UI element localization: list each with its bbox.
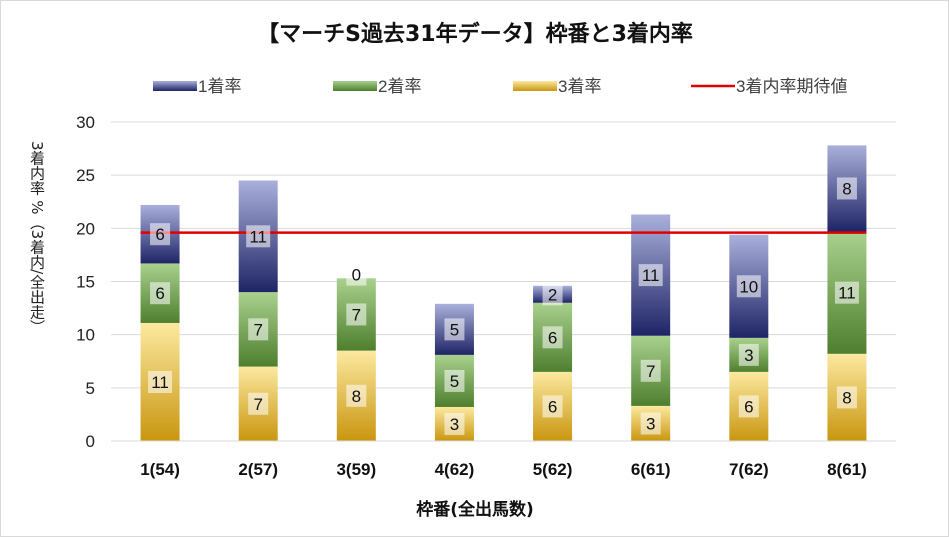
data-label: 11 [151, 373, 169, 392]
data-label: 6 [744, 397, 753, 416]
legend: 1着率 2着率 3着率 3着内率期待値 [153, 77, 847, 96]
data-label-box [346, 384, 367, 407]
x-tick-label: 8(61) [827, 460, 867, 479]
data-label-box [346, 303, 367, 326]
data-label-box [248, 318, 269, 341]
data-label: 3 [450, 415, 459, 434]
y-axis-label: 3着内率 %（3着内/全出走） [28, 141, 46, 334]
legend-label: 3着率 [558, 77, 601, 96]
data-label-box [150, 282, 171, 305]
data-label-box [542, 326, 563, 349]
data-label: 6 [155, 284, 164, 303]
y-tick-label: 5 [86, 379, 95, 398]
y-tick-label: 30 [76, 113, 95, 132]
x-tick-label: 4(62) [435, 460, 475, 479]
data-label-box [638, 264, 663, 287]
legend-label: 3着内率期待値 [736, 77, 847, 96]
data-label-box [246, 225, 271, 248]
y-axis: 0 5 10 15 20 25 30 [76, 113, 95, 451]
x-tick-label: 7(62) [729, 460, 769, 479]
data-label: 5 [450, 372, 459, 391]
x-tick-label: 2(57) [238, 460, 278, 479]
data-label: 7 [253, 395, 262, 414]
x-tick-label: 5(62) [533, 460, 573, 479]
data-label: 11 [249, 227, 267, 246]
y-tick-label: 0 [86, 432, 95, 451]
data-label-box [836, 386, 857, 409]
data-label-box [640, 359, 661, 382]
data-label-box [542, 283, 563, 306]
data-label: 8 [842, 179, 851, 198]
data-label-box [346, 263, 367, 286]
data-label: 3 [744, 346, 753, 365]
data-labels: 11 6 6 7 7 11 8 7 0 3 5 5 6 6 2 3 7 11 6 3 10 8 11 8 [148, 177, 859, 435]
data-label: 6 [155, 225, 164, 244]
data-label: 6 [548, 328, 557, 347]
legend-swatch [513, 81, 557, 91]
data-label: 11 [642, 266, 660, 285]
y-tick-label: 20 [76, 219, 95, 238]
data-label: 3 [646, 414, 655, 433]
y-tick-label: 10 [76, 326, 95, 345]
data-label: 8 [352, 387, 361, 406]
data-label-box [738, 395, 759, 418]
data-label: 7 [352, 305, 361, 324]
data-label-box [444, 318, 465, 341]
chart-title: 【マーチS過去31年データ】枠番と3着内率 [257, 21, 693, 47]
x-axis: 1(54) 2(57) 3(59) 4(62) 5(62) 6(61) 7(62) 8(61) [111, 440, 896, 479]
data-label: 8 [842, 388, 851, 407]
data-label: 7 [646, 362, 655, 381]
data-label-box [738, 343, 759, 366]
x-axis-label: 枠番(全出馬数) [416, 499, 534, 520]
legend-label: 1着率 [198, 77, 241, 96]
data-label-box [444, 369, 465, 392]
data-label: 7 [253, 320, 262, 339]
gridlines [111, 121, 896, 442]
data-label-box [836, 177, 857, 200]
data-label-box [148, 370, 173, 393]
data-label-box [834, 281, 859, 304]
data-label: 6 [548, 397, 557, 416]
data-label: 11 [838, 284, 856, 303]
data-label-box [444, 412, 465, 435]
x-tick-label: 3(59) [336, 460, 376, 479]
data-label-box [736, 275, 761, 298]
data-label: 0 [352, 266, 361, 285]
y-tick-label: 15 [76, 273, 95, 292]
data-label-box [150, 223, 171, 246]
legend-swatch [153, 81, 197, 91]
x-tick-label: 6(61) [631, 460, 671, 479]
x-tick-label: 1(54) [140, 460, 180, 479]
data-label: 10 [739, 277, 758, 296]
data-label-box [542, 395, 563, 418]
y-tick-label: 25 [76, 166, 95, 185]
legend-label: 2着率 [378, 77, 421, 96]
data-label: 2 [548, 285, 557, 304]
data-label: 5 [450, 320, 459, 339]
data-label-box [248, 392, 269, 415]
legend-swatch [333, 81, 377, 91]
data-label-box [640, 412, 661, 435]
